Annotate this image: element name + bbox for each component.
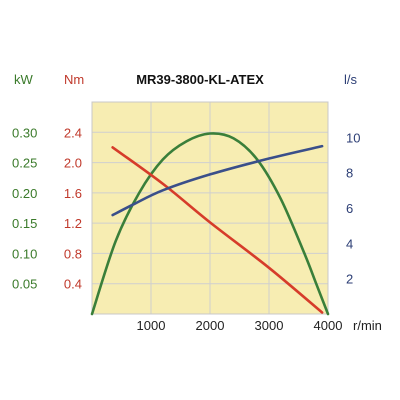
power-tick-label: 0.05 (12, 277, 37, 292)
power-axis-unit: kW (14, 72, 34, 87)
power-tick-label: 0.25 (12, 156, 37, 171)
flow-curve (111, 144, 324, 217)
flow-tick-label: 6 (346, 201, 353, 216)
flow-tick-label: 8 (346, 166, 353, 181)
torque-tick-label: 0.4 (64, 277, 82, 292)
power-tick-label: 0.30 (12, 125, 37, 140)
torque-tick-label: 2.4 (64, 125, 82, 140)
chart-title: MR39-3800-KL-ATEX (136, 72, 264, 87)
flow-axis-unit: l/s (344, 72, 358, 87)
torque-tick-label: 1.6 (64, 186, 82, 201)
power-axis-ticks: 0.05 0.10 0.15 0.20 0.25 0.30 (12, 125, 37, 291)
torque-tick-label: 0.8 (64, 246, 82, 261)
torque-axis-unit: Nm (64, 72, 84, 87)
flow-tick-label: 4 (346, 236, 353, 251)
power-tick-label: 0.10 (12, 246, 37, 261)
x-tick-label: 4000 (314, 318, 343, 333)
flow-tick-label: 2 (346, 272, 353, 287)
x-tick-label: 1000 (137, 318, 166, 333)
x-axis-ticks: 1000 2000 3000 4000 (137, 318, 343, 333)
power-tick-label: 0.15 (12, 216, 37, 231)
plot-frame (91, 101, 329, 315)
power-tick-label: 0.20 (12, 186, 37, 201)
torque-line (111, 146, 324, 314)
x-tick-label: 2000 (196, 318, 225, 333)
torque-tick-label: 1.2 (64, 216, 82, 231)
power-curve (90, 132, 330, 316)
flow-axis-ticks: 2 4 6 8 10 (346, 130, 360, 286)
flow-tick-label: 10 (346, 130, 360, 145)
x-axis-unit: r/min (353, 318, 382, 333)
torque-tick-label: 2.0 (64, 156, 82, 171)
torque-axis-ticks: 0.4 0.8 1.2 1.6 2.0 2.4 (64, 125, 82, 291)
series-layer (90, 132, 330, 316)
x-tick-label: 3000 (255, 318, 284, 333)
